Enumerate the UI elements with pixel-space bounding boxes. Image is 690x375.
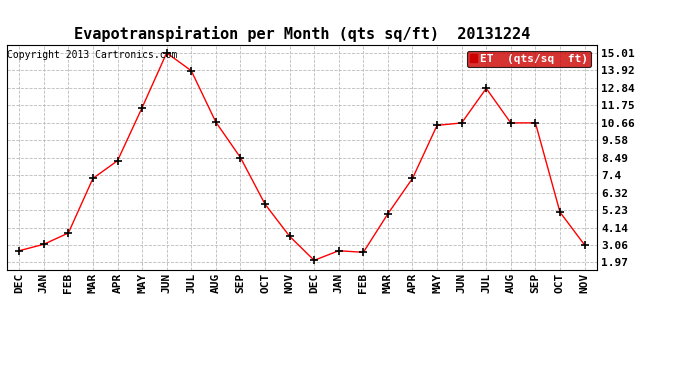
Point: [63, 230, 74, 236]
Point: [14, 248, 25, 254]
Text: Copyright 2013 Cartronics.com: Copyright 2013 Cartronics.com: [7, 50, 177, 60]
Point: [555, 209, 566, 215]
Point: [505, 120, 516, 126]
Point: [137, 105, 148, 111]
Point: [431, 122, 442, 128]
Point: [456, 120, 467, 126]
Point: [259, 201, 270, 207]
Point: [481, 86, 492, 92]
Legend: ET  (qts/sq  ft): ET (qts/sq ft): [466, 51, 591, 68]
Point: [358, 249, 369, 255]
Point: [284, 233, 295, 239]
Point: [38, 241, 49, 247]
Point: [308, 257, 319, 263]
Title: Evapotranspiration per Month (qts sq/ft)  20131224: Evapotranspiration per Month (qts sq/ft)…: [74, 27, 530, 42]
Point: [112, 158, 123, 164]
Point: [88, 176, 99, 181]
Point: [161, 50, 172, 56]
Point: [210, 119, 221, 125]
Point: [186, 68, 197, 74]
Point: [235, 154, 246, 160]
Point: [333, 248, 344, 254]
Point: [382, 211, 393, 217]
Point: [407, 176, 418, 181]
Point: [579, 242, 590, 248]
Point: [530, 120, 541, 126]
